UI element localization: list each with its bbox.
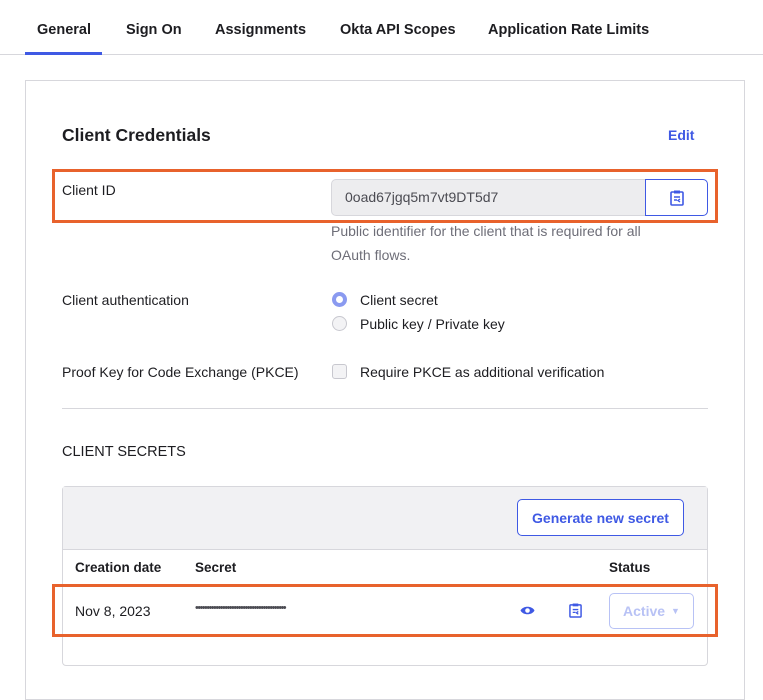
edit-link[interactable]: Edit (668, 127, 695, 143)
copy-client-id-button[interactable] (645, 179, 708, 216)
client-secrets-title: CLIENT SECRETS (62, 444, 186, 460)
creation-date-cell: Nov 8, 2023 (75, 603, 151, 619)
column-header-creation-date: Creation date (75, 560, 162, 575)
status-dropdown[interactable]: Active ▼ (609, 593, 694, 629)
copy-secret-clipboard-icon[interactable] (569, 603, 582, 618)
client-id-field[interactable]: 0oad67jgq5m7vt9DT5d7 (331, 179, 647, 216)
radio-client-secret[interactable] (332, 292, 347, 307)
radio-public-private-key[interactable] (332, 316, 347, 331)
secret-masked-value: •••••••••••••••••••••••••••••••••••••••• (195, 602, 287, 614)
clipboard-icon (669, 190, 684, 206)
tab-okta-api-scopes[interactable]: Okta API Scopes (340, 22, 456, 38)
pkce-checkbox[interactable] (332, 364, 347, 379)
table-toolbar: Generate new secret (63, 487, 707, 550)
client-authentication-label: Client authentication (62, 292, 189, 308)
chevron-down-icon: ▼ (671, 606, 680, 616)
column-header-status: Status (609, 560, 651, 575)
tab-divider (0, 54, 763, 55)
client-id-label: Client ID (62, 182, 116, 198)
active-tab-indicator (25, 52, 102, 55)
eye-icon[interactable] (520, 605, 535, 616)
divider (62, 408, 708, 409)
tab-application-rate-limits[interactable]: Application Rate Limits (488, 22, 650, 38)
tab-assignments[interactable]: Assignments (215, 22, 307, 38)
pkce-label: Proof Key for Code Exchange (PKCE) (62, 364, 299, 380)
radio-client-secret-label[interactable]: Client secret (360, 292, 438, 308)
client-id-help-text: Public identifier for the client that is… (331, 223, 641, 263)
column-header-secret: Secret (195, 560, 237, 575)
radio-public-private-key-label[interactable]: Public key / Private key (360, 316, 505, 332)
tab-sign-on[interactable]: Sign On (126, 22, 182, 38)
tab-general[interactable]: General (37, 22, 91, 38)
client-secrets-table: Generate new secret (62, 486, 708, 666)
section-title: Client Credentials (62, 125, 211, 145)
highlight-box-secret-row (52, 584, 718, 637)
pkce-checkbox-label[interactable]: Require PKCE as additional verification (360, 364, 605, 380)
generate-new-secret-button[interactable]: Generate new secret (517, 499, 684, 536)
highlight-box-client-id (52, 169, 718, 223)
status-value: Active (623, 603, 666, 619)
